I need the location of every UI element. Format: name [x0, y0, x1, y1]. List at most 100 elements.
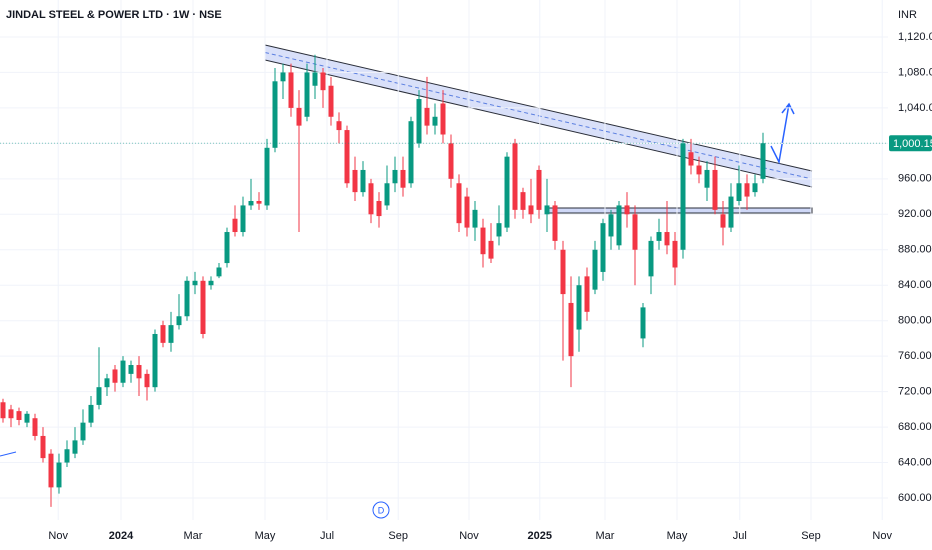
candle-body — [96, 387, 102, 405]
candle-body — [264, 147, 270, 206]
candle-body — [432, 116, 438, 126]
y-tick-label: 1,040.00 — [898, 102, 932, 114]
candle-body — [584, 276, 590, 312]
arrow-head — [781, 102, 795, 115]
candle-body — [496, 223, 502, 237]
candle-body — [248, 200, 254, 206]
x-tick-label: Nov — [872, 530, 892, 542]
candle-body — [480, 227, 486, 255]
candle-body — [632, 214, 638, 250]
candle-body — [736, 183, 742, 201]
candle-body — [512, 143, 518, 210]
last-price-box — [889, 135, 932, 152]
plot — [0, 0, 888, 520]
y-tick-label: 840.00 — [898, 279, 932, 291]
currency: INR — [898, 9, 917, 21]
y-tick-label: 800.00 — [898, 315, 932, 327]
candle-body — [80, 422, 86, 441]
candle-body — [72, 440, 78, 454]
candle-body — [288, 72, 294, 108]
candle-body — [528, 205, 534, 215]
candle-body — [104, 378, 110, 388]
candle-body — [744, 183, 750, 197]
y-tick-label: 600.00 — [898, 492, 932, 504]
candle-body — [320, 72, 326, 91]
candle-body — [160, 325, 166, 343]
candle-body — [376, 200, 382, 217]
y-tick-label: 1,080.00 — [898, 66, 932, 78]
candle-body — [448, 143, 454, 179]
candle-body — [408, 121, 414, 184]
candle-body — [680, 143, 686, 250]
candle-body — [88, 404, 94, 423]
candle-body — [368, 183, 374, 215]
x-tick-label: 2024 — [109, 530, 134, 542]
candle-body — [384, 183, 390, 206]
chart-title: JINDAL STEEL & POWER LTD · 1W · NSE — [6, 9, 222, 21]
candle-body — [272, 81, 278, 148]
event-marker: D — [372, 501, 390, 519]
candle-body — [112, 369, 118, 383]
candle-body — [24, 413, 30, 423]
candle-body — [208, 280, 214, 286]
candle-body — [608, 214, 614, 237]
candle-body — [120, 360, 126, 383]
x-tick-label: Nov — [48, 530, 68, 542]
candle-body — [40, 435, 46, 459]
candle-body — [240, 205, 246, 233]
candle-body — [488, 240, 494, 259]
candle-body — [656, 232, 662, 241]
drawing-line — [0, 451, 17, 457]
candle-body — [568, 302, 574, 357]
candle-body — [504, 156, 510, 228]
projection-arrow — [770, 102, 795, 165]
candle-body — [352, 169, 358, 193]
candle-body — [144, 373, 150, 388]
candle-body — [128, 365, 134, 374]
candle-body — [328, 85, 334, 117]
candle-body — [728, 196, 734, 228]
candle-body — [712, 169, 718, 210]
candle-body — [576, 285, 582, 330]
x-tick-label: 2025 — [528, 530, 552, 542]
candle-body — [688, 152, 694, 166]
candle-body — [544, 205, 550, 215]
x-tick-label: Nov — [459, 530, 479, 542]
channel-bottom — [264, 59, 813, 188]
candle-body — [456, 183, 462, 224]
candle-body — [64, 449, 70, 463]
candle-body — [304, 72, 310, 117]
x-tick-label: May — [255, 530, 276, 542]
candle-body — [336, 121, 342, 131]
x-tick-label: Jul — [320, 530, 334, 542]
candle-body — [648, 240, 654, 277]
y-tick-label: 680.00 — [898, 421, 932, 433]
candle-body — [704, 169, 710, 188]
candle-body — [672, 240, 678, 268]
candle-body — [192, 280, 198, 286]
arrow-path — [770, 103, 790, 165]
x-tick-label: Sep — [388, 530, 408, 542]
candle-body — [168, 325, 174, 343]
candle-body — [392, 169, 398, 184]
candle-body — [216, 267, 222, 277]
y-tick-label: 880.00 — [898, 244, 932, 256]
candle-body — [464, 196, 470, 228]
candle-body — [152, 333, 158, 388]
last-price-label: 1,000.15 — [893, 138, 932, 150]
candle-body — [472, 209, 478, 228]
candle-body — [424, 107, 430, 126]
candle-body — [400, 169, 406, 188]
candle-body — [312, 72, 318, 86]
candle-body — [16, 411, 22, 420]
candle-body — [624, 205, 630, 215]
x-tick-label: Mar — [184, 530, 203, 542]
candle-body — [176, 316, 182, 326]
event-circle — [372, 501, 390, 519]
candle-body — [664, 232, 670, 246]
support-box — [544, 207, 813, 214]
x-tick-label: May — [667, 530, 688, 542]
candle-body — [592, 249, 598, 290]
y-tick-label: 1,120.00 — [898, 31, 932, 43]
